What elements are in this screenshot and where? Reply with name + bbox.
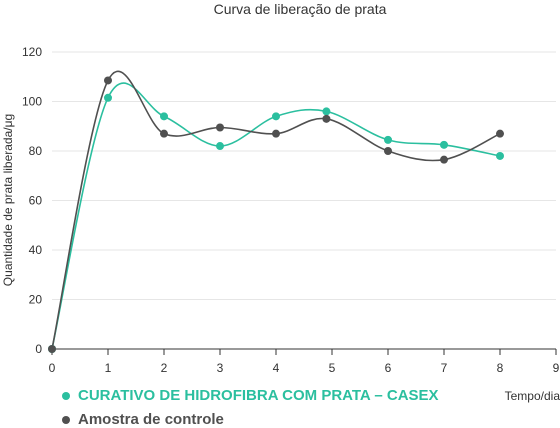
legend-label-casex: CURATIVO DE HIDROFIBRA COM PRATA – CASEX — [78, 387, 439, 404]
x-tick-label-3: 3 — [217, 361, 224, 375]
data-point-s0-2 — [160, 112, 168, 121]
y-axis-label: Quantidade de prata liberada/μg — [1, 114, 15, 286]
x-tick-label-1: 1 — [105, 361, 112, 375]
y-tick-label-0: 0 — [35, 342, 42, 356]
x-tick-label-8: 8 — [497, 361, 504, 375]
data-point-s1-2 — [160, 129, 168, 138]
gridlines — [52, 51, 556, 350]
legend-item-casex: CURATIVO DE HIDROFIBRA COM PRATA – CASEX — [62, 387, 439, 404]
data-point-s0-6 — [384, 135, 392, 144]
data-point-s0-7 — [440, 140, 448, 149]
data-point-s0-8 — [496, 151, 504, 160]
y-axis-ticks: 0 20 40 60 80 100 120 — [22, 45, 42, 356]
y-tick-label-20: 20 — [29, 293, 43, 307]
x-axis-label: Tempo/dia — [505, 389, 560, 403]
x-axis-ticks: 0 1 2 3 4 5 6 7 8 9 — [49, 349, 560, 375]
data-point-s1-3 — [216, 123, 224, 132]
x-tick-label-6: 6 — [385, 361, 392, 375]
data-point-s1-0 — [48, 345, 56, 353]
x-tick-label-2: 2 — [161, 361, 168, 375]
data-point-s1-4 — [272, 129, 280, 138]
legend-label-control: Amostra de controle — [78, 411, 224, 428]
x-tick-label-0: 0 — [49, 361, 56, 375]
x-tick-label-7: 7 — [441, 361, 448, 375]
series-line-1 — [51, 70, 501, 350]
data-point-s1-7 — [440, 155, 448, 164]
chart-title: Curva de liberação de prata — [214, 1, 387, 17]
series-line-0 — [51, 82, 501, 350]
y-tick-label-120: 120 — [22, 45, 42, 59]
series-group — [48, 70, 504, 353]
data-point-s0-3 — [216, 142, 224, 151]
data-point-s0-1 — [104, 93, 112, 102]
legend-marker-control — [62, 415, 70, 424]
legend-item-control: Amostra de controle — [62, 411, 224, 428]
legend-marker-casex — [62, 391, 70, 400]
data-point-s1-1 — [104, 76, 112, 85]
data-point-s1-5 — [322, 114, 331, 123]
y-tick-label-80: 80 — [29, 144, 43, 158]
y-tick-label-100: 100 — [22, 95, 42, 109]
data-point-s0-4 — [272, 112, 280, 121]
y-tick-label-60: 60 — [29, 194, 43, 208]
data-point-s1-6 — [384, 147, 392, 155]
x-tick-label-5: 5 — [329, 361, 336, 375]
data-point-s1-8 — [496, 129, 504, 138]
x-tick-label-9: 9 — [553, 361, 560, 375]
y-tick-label-40: 40 — [29, 243, 43, 257]
data-point-s0-5 — [322, 107, 331, 116]
x-tick-label-4: 4 — [273, 361, 280, 375]
